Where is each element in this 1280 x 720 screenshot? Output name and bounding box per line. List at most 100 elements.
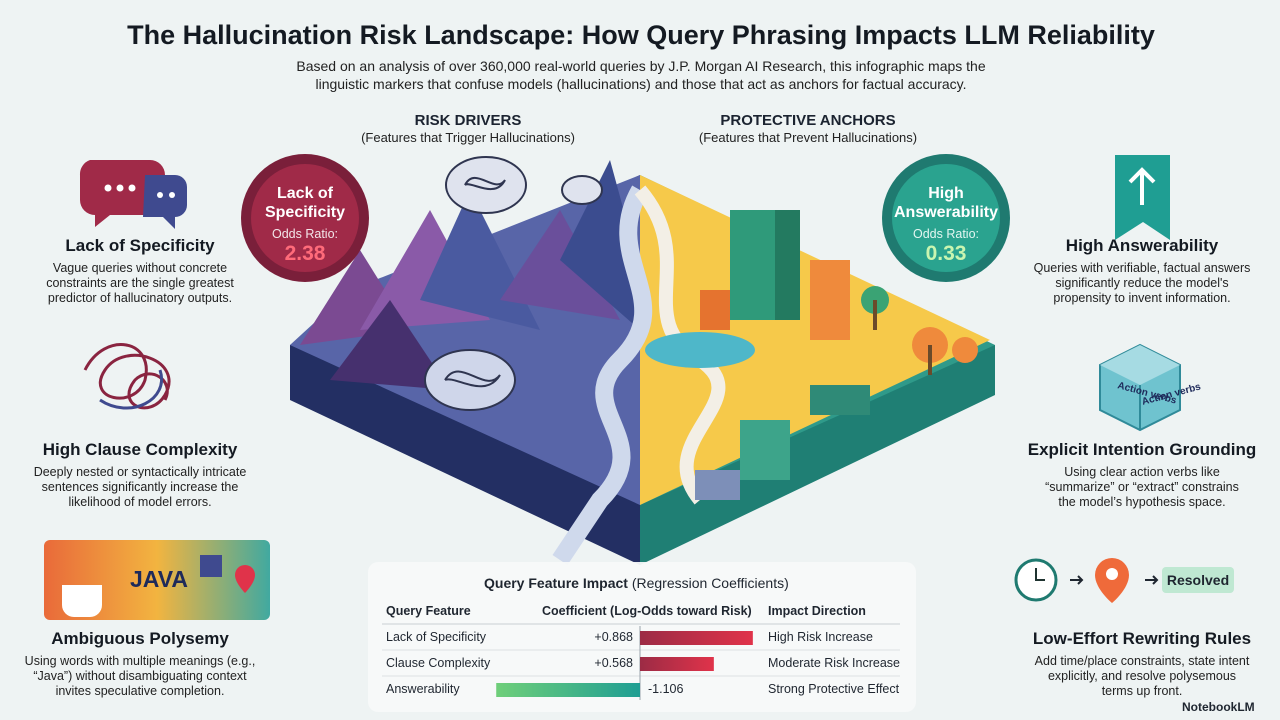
text: RISK DRIVERS (414, 112, 522, 129)
decoration (1095, 558, 1129, 603)
coefficient-bar (496, 683, 640, 697)
row-direction: Strong Protective Effect (768, 682, 900, 696)
decoration (640, 345, 995, 565)
text: (Features that Trigger Hallucinations) (361, 130, 575, 145)
text: Specificity (264, 204, 346, 221)
item-text: terms up front. (1101, 684, 1183, 698)
text: Coefficient (Log-Odds toward Risk) (542, 604, 752, 618)
decoration (952, 337, 978, 363)
decoration (445, 156, 527, 214)
decoration (561, 175, 603, 205)
text: (Features that Prevent Hallucinations) (698, 130, 918, 145)
item-text: Using clear action verbs like (1064, 465, 1220, 479)
decoration (235, 565, 255, 593)
decoration (1035, 568, 1045, 581)
decoration (157, 192, 163, 198)
row-coefficient: +0.868 (594, 630, 633, 644)
decoration (169, 192, 175, 198)
item-text: predictor of hallucinatory outputs. (47, 291, 233, 305)
item-text: constraints are the single greatest (46, 276, 234, 290)
text: Impact Direction (768, 604, 866, 618)
text: NotebookLM (1182, 700, 1255, 714)
row-feature: Clause Complexity (386, 656, 491, 670)
decoration (1100, 345, 1180, 385)
item-title: Ambiguous Polysemy (51, 629, 229, 648)
decoration (810, 260, 850, 340)
text: linguistic markers that confuse models (… (315, 76, 967, 92)
text: PROTECTIVE ANCHORS (720, 112, 896, 129)
table-note: (Regression Coefficients) (631, 575, 789, 591)
decoration (560, 160, 640, 330)
item-text: Using words with multiple meanings (e.g.… (24, 654, 256, 668)
decoration: Query Feature Impact (Regression Coeffic… (484, 575, 789, 591)
item-title: Low-Effort Rewriting Rules (1032, 629, 1252, 648)
item-text: sentences significantly increase the (41, 480, 239, 494)
decoration (62, 585, 102, 617)
item-text: “Java”) without disambiguating context (33, 669, 247, 683)
decoration (251, 164, 359, 272)
decoration (424, 349, 516, 411)
decoration (892, 164, 1000, 272)
decoration (1128, 167, 1156, 205)
coefficient-bar (640, 631, 753, 645)
decoration (104, 184, 112, 192)
text: Resolved (1166, 572, 1230, 588)
item-text: Queries with verifiable, factual answers (1033, 261, 1251, 275)
text: Answerability (893, 204, 999, 221)
item-title: Explicit Intention Grounding (1027, 440, 1257, 459)
table-title: Query Feature Impact (484, 575, 628, 591)
text: The Hallucination Risk Landscape: How Qu… (127, 20, 1155, 50)
text: JAVA (130, 566, 188, 592)
item-text: the model’s hypothesis space. (1058, 495, 1226, 509)
decoration (1162, 567, 1234, 593)
decoration (290, 345, 640, 565)
decoration (740, 420, 790, 480)
decoration (645, 332, 755, 368)
decoration (143, 175, 187, 229)
decoration (99, 369, 164, 410)
decoration (1070, 575, 1159, 585)
decoration (700, 290, 730, 330)
item-text: Add time/place constraints, state intent (1034, 654, 1250, 668)
row-direction: Moderate Risk Increase (768, 656, 901, 670)
item-text: likelihood of model errors. (68, 495, 212, 509)
decoration (116, 184, 124, 192)
decoration (730, 210, 775, 320)
text: High (928, 185, 964, 202)
item-text: Deeply nested or syntactically intricate (33, 465, 247, 479)
decoration (500, 210, 620, 320)
decoration (1106, 568, 1118, 580)
row-coefficient: -1.106 (648, 682, 684, 696)
item-text: Vague queries without concrete (52, 261, 228, 275)
text: Odds Ratio: (271, 227, 339, 241)
row-feature: Lack of Specificity (386, 630, 487, 644)
row-feature: Answerability (386, 682, 460, 696)
row-direction: High Risk Increase (768, 630, 873, 644)
text: Query Feature (386, 604, 471, 618)
item-text: invites speculative completion. (55, 684, 225, 698)
text: 0.33 (925, 242, 967, 265)
decoration (444, 370, 501, 388)
decoration (810, 385, 870, 415)
text: 2.38 (284, 242, 326, 265)
text: Odds Ratio: (912, 227, 980, 241)
item-text: explicitly, and resolve polysemous (1047, 669, 1237, 683)
decoration (330, 300, 450, 390)
decoration (83, 343, 171, 410)
decoration (775, 210, 800, 320)
text: Lack of (276, 185, 334, 202)
text: Based on an analysis of over 360,000 rea… (296, 58, 986, 74)
decoration (552, 185, 653, 565)
decoration (873, 300, 877, 330)
decoration (128, 184, 136, 192)
decoration (464, 177, 506, 191)
item-title: High Clause Complexity (42, 440, 238, 459)
item-text: propensity to invent information. (1053, 291, 1231, 305)
decoration (200, 555, 222, 577)
row-coefficient: +0.568 (594, 656, 633, 670)
item-title: Lack of Specificity (65, 236, 215, 255)
decoration (695, 470, 740, 500)
item-title: High Answerability (1065, 236, 1219, 255)
item-text: significantly reduce the model's (1055, 276, 1229, 290)
